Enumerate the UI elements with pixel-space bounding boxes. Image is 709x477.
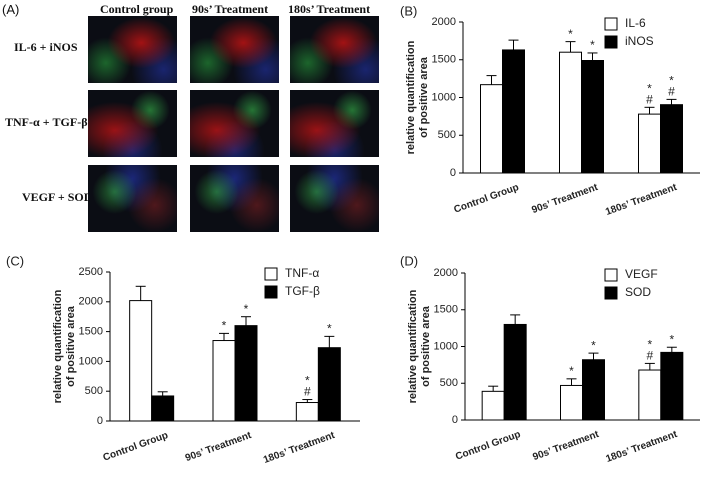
x-tick-label: 90s’ Treatment [531, 429, 601, 463]
y-tick-label: 0 [450, 167, 456, 179]
significance-mark: * [568, 27, 573, 41]
y-axis-label: relative quantification [405, 40, 417, 154]
legend-label: TGF-β [285, 284, 320, 298]
x-tick-label: Control Group [454, 429, 522, 463]
bar [582, 359, 605, 421]
bar [317, 347, 341, 422]
significance-mark: # [304, 385, 311, 399]
micrograph [88, 16, 177, 83]
legend-swatch [604, 17, 618, 31]
bar [502, 49, 525, 174]
significance-mark: * [222, 319, 227, 333]
legend-swatch [264, 267, 278, 281]
y-tick-label: 1000 [79, 355, 103, 367]
legend-label: iNOS [625, 34, 654, 48]
micrograph [290, 165, 379, 232]
x-tick-label: 90s’ Treatment [184, 430, 254, 464]
y-axis-label: of positive area [420, 305, 432, 387]
bar [480, 84, 503, 174]
legend-swatch [264, 285, 278, 299]
bar [234, 325, 258, 422]
column-label: Control group [100, 2, 174, 16]
legend-swatch [604, 268, 618, 282]
bar [503, 323, 527, 421]
significance-mark: * [647, 338, 652, 352]
legend-label: VEGF [625, 267, 658, 281]
y-tick-label: 500 [440, 377, 458, 389]
x-tick-label: Control Group [102, 430, 170, 464]
y-axis-label: relative quantification [407, 289, 419, 403]
y-tick-label: 500 [438, 129, 456, 141]
significance-mark: # [646, 92, 653, 106]
bar [295, 402, 319, 422]
significance-mark: * [569, 364, 574, 378]
significance-mark: * [590, 38, 595, 52]
y-tick-label: 1000 [434, 340, 458, 352]
significance-mark: * [647, 81, 652, 95]
y-axis-label: of positive area [418, 56, 430, 138]
significance-mark: # [668, 85, 675, 99]
y-tick-label: 0 [452, 414, 458, 426]
bar [560, 384, 583, 421]
bar [151, 395, 175, 422]
significance-mark: * [669, 332, 674, 346]
y-tick-label: 1000 [432, 91, 456, 103]
x-tick-label: 180s’ Treatment [262, 430, 337, 466]
significance-mark: * [327, 322, 332, 336]
bar [660, 104, 683, 174]
micrograph [190, 165, 279, 232]
column-label: 90s’ Treatment [192, 2, 269, 16]
x-tick-label: 180s’ Treatment [604, 429, 679, 465]
y-tick-label: 1500 [434, 304, 458, 316]
y-tick-label: 2500 [79, 266, 103, 278]
x-tick-label: Control Group [452, 182, 520, 216]
panel-label: (D) [400, 253, 418, 268]
bar [638, 113, 661, 174]
bar [559, 51, 582, 174]
legend-swatch [604, 286, 618, 300]
y-axis-label: of positive area [65, 305, 77, 387]
bar [660, 351, 684, 421]
legend-label: SOD [625, 285, 651, 299]
row-label: VEGF + SOD [22, 190, 93, 204]
significance-mark: * [305, 374, 310, 388]
y-axis-label: relative quantification [52, 289, 64, 403]
y-tick-label: 2000 [79, 296, 103, 308]
y-tick-label: 1500 [79, 326, 103, 338]
row-label: TNF-α + TGF-β [5, 115, 88, 129]
x-tick-label: 90s’ Treatment [530, 182, 600, 216]
row-label: IL-6 + iNOS [14, 40, 78, 54]
legend-swatch [604, 35, 618, 49]
bar [481, 390, 505, 421]
bar [638, 369, 662, 421]
significance-mark: * [591, 338, 596, 352]
panel-label: (A) [2, 2, 20, 17]
significance-mark: * [669, 74, 674, 88]
legend-label: IL-6 [625, 16, 646, 30]
micrograph [88, 90, 177, 157]
micrograph [190, 16, 279, 83]
bar [129, 300, 153, 422]
micrograph [290, 16, 379, 83]
micrograph [88, 165, 177, 232]
y-tick-label: 2000 [434, 267, 458, 279]
y-tick-label: 0 [97, 415, 103, 427]
x-tick-label: 180s’ Treatment [604, 182, 679, 218]
significance-mark: * [244, 302, 249, 316]
bar [581, 60, 604, 174]
column-label: 180s’ Treatment [288, 2, 371, 16]
y-tick-label: 2000 [432, 16, 456, 28]
micrograph [190, 90, 279, 157]
micrograph [290, 90, 379, 157]
significance-mark: # [646, 349, 653, 363]
panel-label: (B) [400, 3, 417, 18]
panel-label: (C) [6, 253, 24, 268]
legend-label: TNF-α [285, 266, 319, 280]
y-tick-label: 1500 [432, 54, 456, 66]
bar [212, 340, 236, 422]
y-tick-label: 500 [85, 385, 103, 397]
